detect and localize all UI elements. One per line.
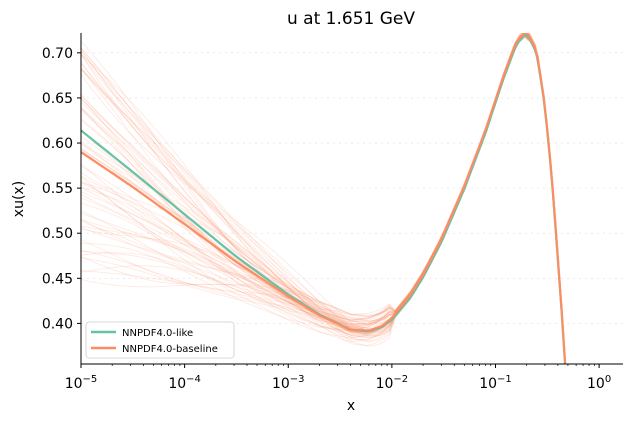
axes (80, 33, 623, 365)
legend-label: NNPDF4.0-like (122, 328, 193, 339)
x-tick-label: 10−1 (479, 374, 512, 392)
y-tick-label: 0.65 (42, 91, 73, 107)
chart-title: u at 1.651 GeV (287, 9, 415, 29)
y-tick-label: 0.40 (42, 316, 73, 332)
x-ticks: 10−5 10−4 10−3 10−2 10−1 100 (65, 364, 611, 392)
x-tick-label: 100 (587, 374, 611, 392)
legend: NNPDF4.0-like NNPDF4.0-baseline (85, 321, 235, 359)
y-tick-label: 0.70 (42, 46, 73, 62)
y-tick-label: 0.50 (42, 226, 73, 242)
x-axis-label: x (347, 398, 355, 414)
series-lines (81, 33, 567, 364)
y-ticks: 0.40 0.45 0.50 0.55 0.60 0.65 0.70 (42, 46, 81, 332)
y-tick-label: 0.55 (42, 181, 73, 197)
grid (81, 52, 623, 324)
y-tick-label: 0.60 (42, 136, 73, 152)
x-tick-label: 10−4 (168, 374, 201, 392)
x-tick-label: 10−3 (272, 374, 305, 392)
legend-box (85, 321, 235, 359)
series-line-nnpdf40-baseline (81, 33, 567, 364)
y-axis-label: xu(x) (11, 181, 27, 217)
x-tick-label: 10−2 (376, 374, 409, 392)
legend-label: NNPDF4.0-baseline (122, 344, 218, 355)
y-tick-label: 0.45 (42, 271, 73, 287)
x-tick-label: 10−5 (65, 374, 98, 392)
